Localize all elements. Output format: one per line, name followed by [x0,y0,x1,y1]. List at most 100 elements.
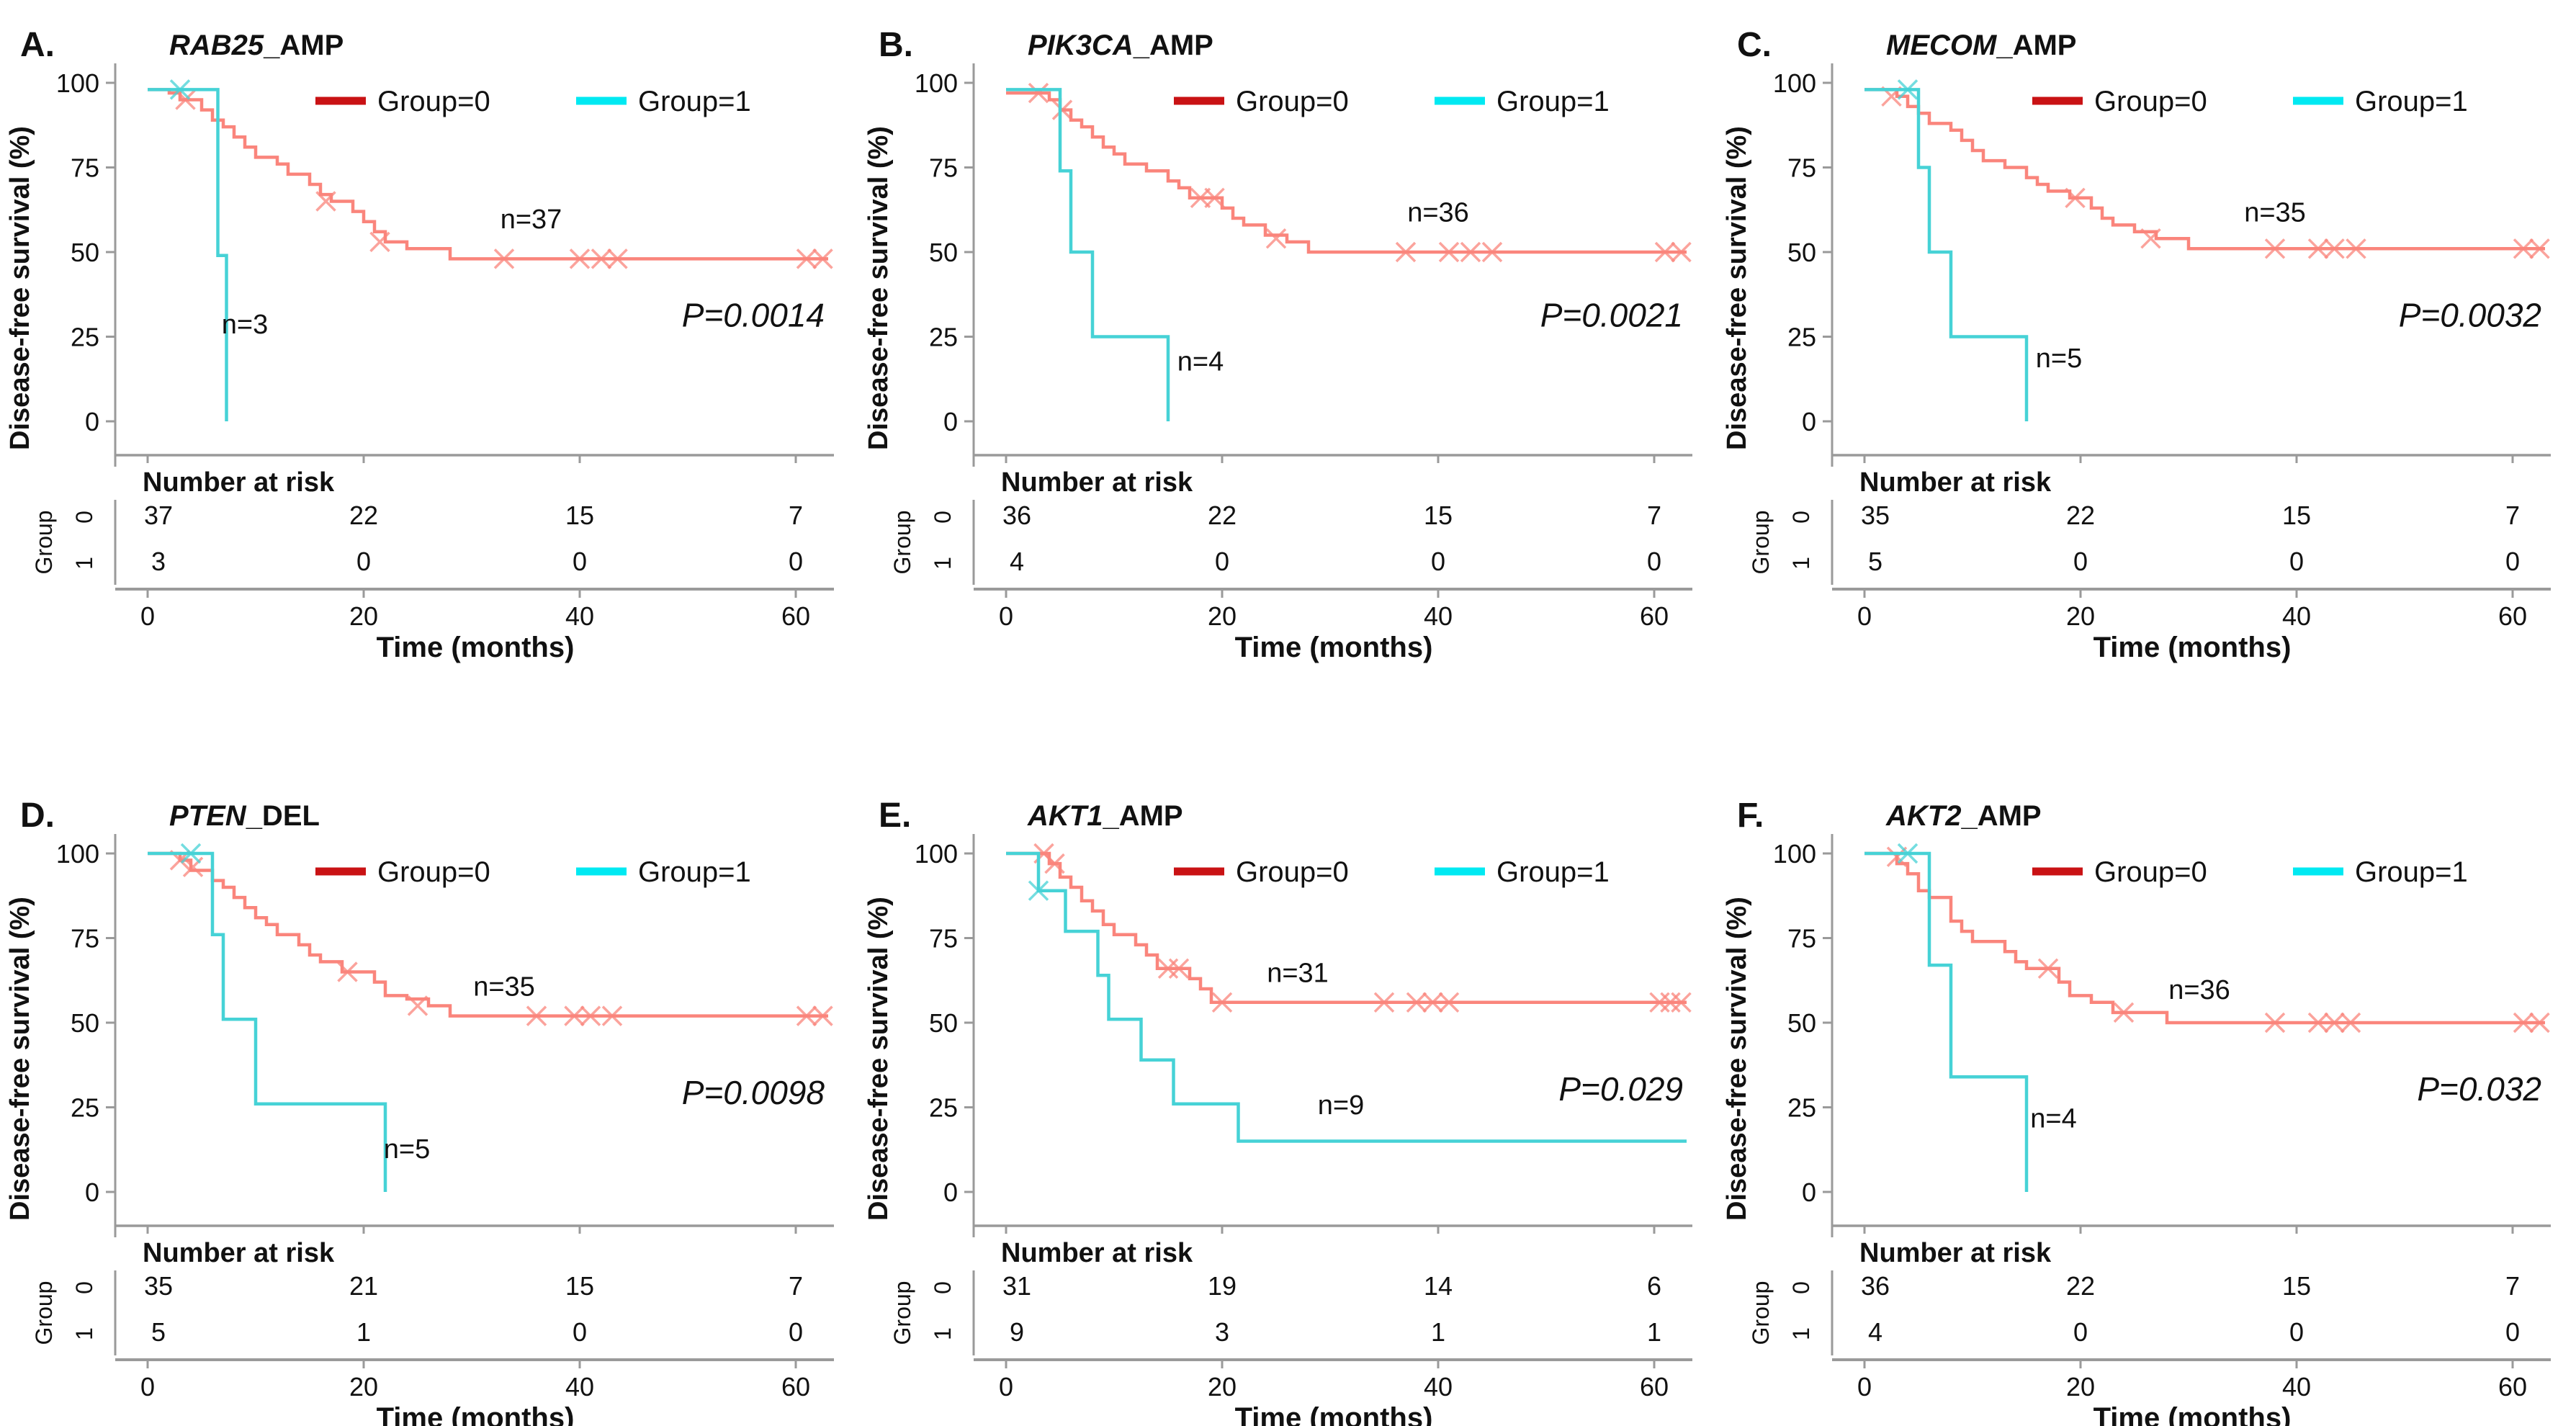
censor-mark-group0 [1438,241,1460,263]
censor-mark-group0 [2346,238,2366,259]
censor-mark-group0 [1204,187,1225,209]
km-panel-b: B. PIK3CA_AMP 100 75 50 25 0 Disease-free survi… [858,0,1717,713]
x-tick-label: 20 [2066,1372,2095,1402]
n-label-group1: n=3 [222,310,268,340]
x-tick-label: 0 [1857,1372,1872,1402]
km-panel-a: A. RAB25_AMP 100 75 50 25 0 Disease-free surviv… [0,0,858,713]
risk-axis-title: Group [31,511,57,575]
risk-value: 35 [144,1271,173,1301]
y-tick-label: 75 [1787,924,1816,954]
survival-curve-group0 [148,851,828,1018]
y-axis-title: Disease-free survival (%) [1722,126,1752,450]
x-tick-label: 60 [2498,601,2527,631]
risk-value: 0 [1215,547,1229,576]
panel-title: MECOM_AMP [1886,30,2076,61]
censor-mark-group0 [580,1005,601,1026]
risk-value: 5 [1868,547,1882,576]
x-tick-label: 40 [2282,1372,2311,1402]
x-tick-label: 20 [349,1372,378,1402]
censor-mark-group0 [1051,99,1073,120]
y-tick-label: 75 [929,153,958,183]
risk-value: 6 [1647,1271,1661,1301]
n-label-group0: n=37 [501,205,562,235]
legend-label-group1: Group=1 [638,86,751,117]
y-tick-label: 50 [71,238,99,267]
p-value-label: P=0.0014 [682,296,825,333]
risk-value: 4 [1010,547,1024,576]
risk-value: 3 [151,547,166,576]
y-tick-label: 0 [85,407,99,436]
y-tick-label: 50 [71,1008,99,1038]
censor-mark-group0 [2529,238,2550,259]
censor-mark-group0 [796,248,817,269]
risk-value: 1 [1647,1317,1661,1347]
survival-curve-group0 [1006,851,1687,1005]
censor-mark-group0 [607,248,628,269]
legend-label-group1: Group=1 [2355,856,2468,888]
risk-row-label: 1 [930,1327,956,1340]
risk-value: 0 [789,1317,803,1347]
censor-mark-group1 [1897,843,1918,864]
risk-value: 22 [349,501,378,530]
censor-mark-group0 [1438,992,1460,1013]
y-tick-label: 25 [1787,1093,1816,1123]
km-panel-d: D. PTEN_DEL 100 75 50 25 0 Disease-free surviva… [0,713,858,1426]
censor-mark-group0 [796,1005,817,1026]
x-tick-label: 60 [2498,1372,2527,1402]
legend-label-group0: Group=0 [2094,86,2207,117]
y-tick-label: 50 [929,1008,958,1038]
risk-value: 3 [1215,1317,1229,1347]
panel-letter: D. [20,797,55,835]
y-tick-label: 75 [71,924,99,954]
y-axis-title: Disease-free survival (%) [5,126,35,450]
risk-value: 37 [144,501,173,530]
legend-label-group0: Group=0 [1236,856,1349,888]
risk-value: 0 [573,547,587,576]
x-tick-label: 20 [2066,601,2095,631]
y-tick-label: 100 [1773,68,1816,98]
risk-value: 0 [2289,547,2304,576]
risk-row-label: 0 [930,1281,956,1294]
x-axis-title: Time (months) [377,1402,575,1426]
risk-row-label: 1 [1788,1327,1814,1340]
x-axis-title: Time (months) [2093,1402,2292,1426]
km-panel-f: F. AKT2_AMP 100 75 50 25 0 Disease-free surviva… [1717,713,2575,1426]
x-tick-label: 0 [999,1372,1013,1402]
risk-value: 22 [2066,1271,2095,1301]
legend-label-group0: Group=0 [377,856,490,888]
censor-mark-group0 [601,1005,623,1026]
risk-value: 7 [2505,1271,2520,1301]
x-tick-label: 60 [1640,601,1669,631]
y-axis-title: Disease-free survival (%) [1722,897,1752,1221]
risk-value: 15 [2282,1271,2311,1301]
risk-value: 7 [789,1271,803,1301]
risk-table-title: Number at risk [1001,467,1193,498]
n-label-group1: n=4 [1177,347,1224,377]
risk-row-label: 0 [71,511,97,524]
censor-mark-group0 [812,1005,833,1026]
risk-value: 36 [1861,1271,1890,1301]
censor-mark-group0 [2065,187,2086,209]
risk-row-label: 0 [1788,511,1814,524]
n-label-group1: n=9 [1318,1090,1364,1121]
risk-value: 0 [2505,547,2520,576]
y-tick-label: 25 [1787,323,1816,352]
censor-mark-group0 [1654,241,1676,263]
y-tick-label: 0 [943,407,958,436]
survival-curve-group1 [148,851,387,1192]
censor-mark-group0 [2324,1012,2345,1033]
x-tick-label: 0 [1857,601,1872,631]
censor-mark-group0 [812,248,833,269]
n-label-group0: n=36 [1407,198,1469,228]
censor-mark-group0 [591,248,612,269]
risk-value: 0 [2073,1317,2088,1347]
x-tick-label: 40 [565,1372,594,1402]
survival-curve-group1 [1006,851,1687,1143]
survival-curve-group0 [1864,88,2545,251]
y-tick-label: 100 [1773,839,1816,869]
censor-mark-group0 [2140,228,2161,249]
risk-value: 0 [2505,1317,2520,1347]
risk-value: 0 [1431,547,1445,576]
